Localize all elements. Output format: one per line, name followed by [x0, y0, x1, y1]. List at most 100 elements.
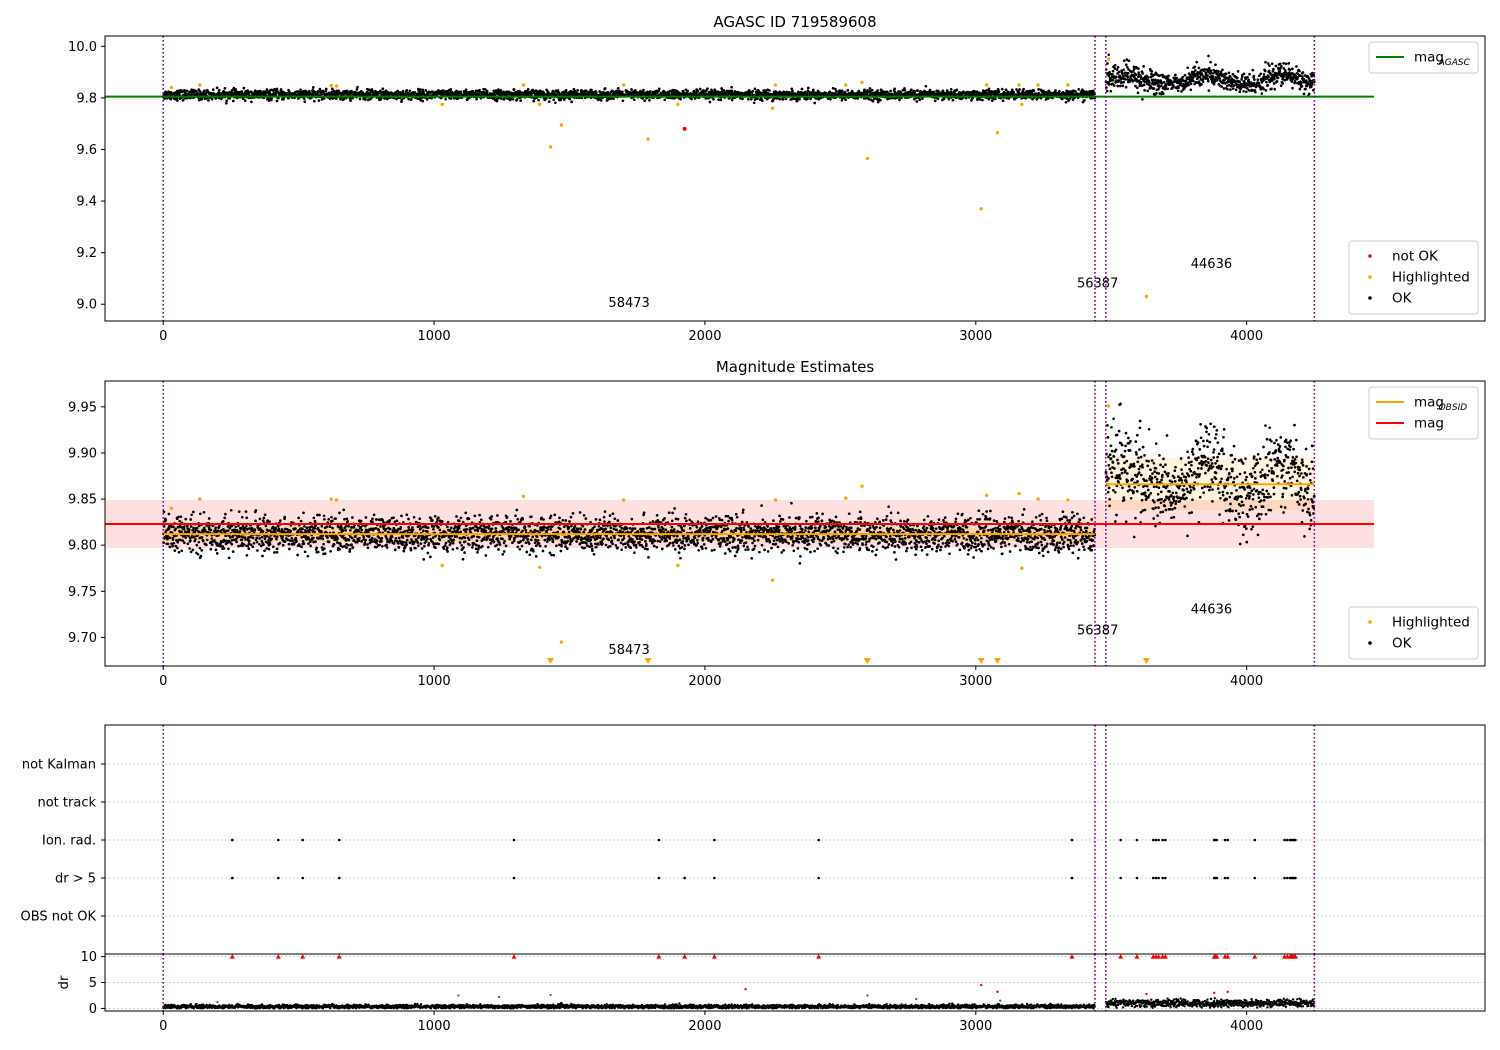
ok-point: [568, 97, 572, 101]
x-tick-label: 3000: [959, 329, 992, 344]
ok-point: [459, 90, 463, 94]
ok-point: [194, 89, 198, 93]
ok-point: [747, 97, 750, 101]
ok-point: [1212, 82, 1216, 86]
ok-point: [175, 97, 179, 100]
ok-point: [200, 98, 203, 101]
ok-point: [240, 515, 244, 519]
ok-point: [1142, 83, 1146, 87]
ok-point: [1301, 71, 1305, 74]
ok-point: [309, 544, 312, 548]
ok-point: [798, 97, 801, 101]
ok-point: [408, 89, 412, 93]
ok-point: [760, 99, 764, 102]
ok-point: [295, 540, 298, 543]
ok-point: [1216, 70, 1220, 73]
ok-point: [176, 540, 180, 544]
ok-point: [1077, 88, 1081, 91]
ok-point: [1115, 68, 1119, 71]
ok-point: [322, 542, 325, 546]
y-tick-label: 9.2: [76, 246, 97, 261]
highlighted-point: [1144, 294, 1149, 299]
ok-point: [949, 87, 953, 91]
ok-point: [338, 547, 341, 551]
ok-point: [642, 88, 645, 92]
ok-point: [1124, 85, 1128, 89]
ok-point: [1187, 83, 1190, 87]
ok-point: [1283, 78, 1287, 82]
ok-point: [290, 536, 294, 540]
ok-point: [846, 89, 850, 92]
ok-point: [630, 88, 633, 91]
ok-point: [263, 513, 267, 517]
ok-point: [449, 88, 453, 91]
ok-point: [262, 543, 265, 547]
highlighted-point: [548, 145, 553, 149]
ok-point: [1138, 84, 1142, 88]
ok-point: [313, 530, 316, 534]
ok-point: [1279, 84, 1283, 88]
ok-point: [267, 547, 271, 551]
ok-point: [1206, 79, 1210, 83]
ok-point: [621, 90, 624, 94]
ok-point: [189, 550, 193, 554]
y-tick-label: 9.0: [76, 298, 97, 313]
ok-point: [209, 547, 213, 551]
ok-point: [547, 100, 551, 103]
ok-point: [240, 538, 244, 542]
ok-point: [221, 520, 225, 523]
ok-point: [203, 529, 207, 532]
ok-point: [595, 91, 598, 95]
ok-point: [263, 549, 266, 553]
ok-point: [275, 87, 279, 91]
ok-point: [253, 529, 257, 532]
ok-point: [183, 88, 186, 92]
ok-point: [721, 92, 724, 96]
ok-point: [369, 97, 372, 101]
ok-point: [1148, 80, 1151, 84]
ok-point: [337, 89, 341, 93]
ok-point: [1307, 92, 1311, 96]
ok-point: [351, 516, 354, 519]
ok-point: [312, 516, 316, 520]
ok-point: [951, 98, 955, 102]
ok-point: [663, 98, 667, 102]
ok-point: [1227, 71, 1231, 75]
ok-point: [168, 545, 172, 549]
ok-point: [741, 97, 744, 101]
panel-title: AGASC ID 719589608: [713, 13, 876, 31]
y-tick-label: 9.8: [76, 91, 97, 106]
not-ok-point: [682, 126, 687, 131]
ok-point: [323, 552, 327, 555]
ok-point: [1117, 70, 1121, 74]
ok-point: [1131, 79, 1135, 83]
ok-point: [889, 89, 892, 93]
ok-point: [1300, 84, 1304, 88]
ok-point: [177, 550, 181, 554]
ok-point: [511, 97, 515, 101]
ok-point: [238, 535, 241, 538]
highlighted-point: [334, 84, 339, 88]
ok-point: [1272, 67, 1275, 71]
ok-point: [246, 89, 250, 92]
obsid-annotation: 58473: [608, 296, 649, 311]
ok-point: [248, 527, 252, 530]
ok-point: [244, 538, 247, 541]
ok-point: [189, 539, 192, 542]
ok-point: [348, 529, 352, 532]
y-tick-label: 10.0: [68, 40, 97, 55]
legend-dot-swatch: [1368, 296, 1372, 300]
ok-point: [255, 540, 259, 544]
ok-point: [316, 550, 320, 554]
ok-point: [223, 87, 227, 90]
ok-point: [708, 100, 712, 104]
ok-point: [289, 529, 293, 533]
ok-point: [1259, 72, 1263, 76]
ok-point: [300, 545, 303, 549]
ok-point: [1253, 78, 1256, 81]
ok-point: [1252, 74, 1256, 78]
ok-point: [1218, 76, 1221, 80]
ok-point: [970, 99, 973, 102]
ok-point: [1161, 92, 1165, 95]
ok-point: [778, 97, 782, 101]
